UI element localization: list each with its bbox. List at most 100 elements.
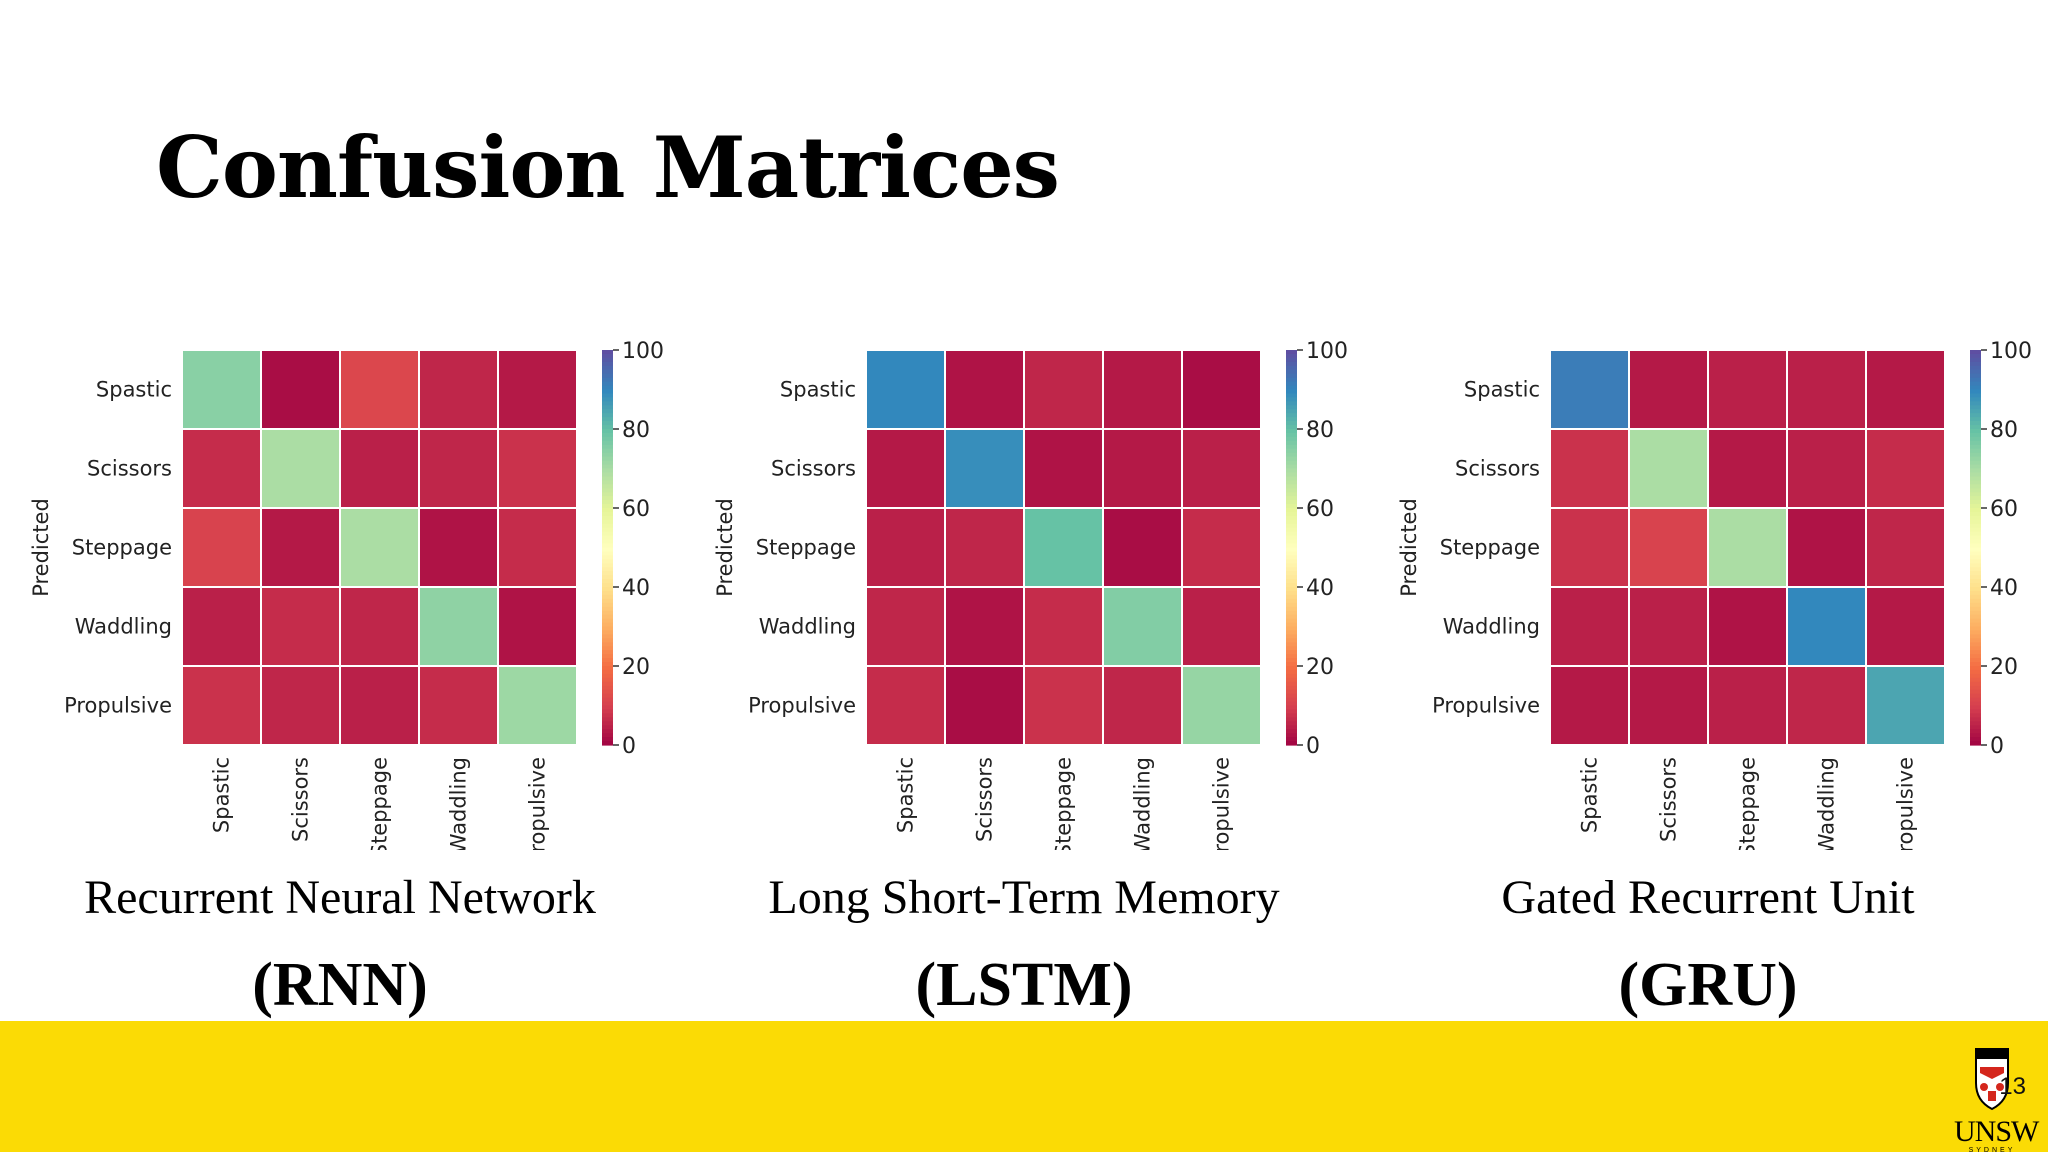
y-tick-label: Waddling <box>1443 615 1540 639</box>
colorbar-slice <box>602 681 613 687</box>
colorbar-slice <box>1970 527 1981 533</box>
colorbar-slice <box>1286 413 1297 418</box>
colorbar-slice <box>602 504 613 509</box>
model-name-caption: Gated Recurrent Unit <box>1501 871 1915 924</box>
y-tick-label: Scissors <box>87 457 172 481</box>
colorbar-slice <box>1286 409 1297 414</box>
colorbar-slice <box>602 405 613 410</box>
y-tick-label: Spastic <box>96 378 172 402</box>
colorbar-slice <box>602 444 613 450</box>
colorbar-slice <box>1970 642 1981 647</box>
colorbar-slice <box>1970 409 1981 414</box>
colorbar-slice <box>1286 350 1297 355</box>
heatmap-cell <box>1549 586 1630 667</box>
colorbar-slice <box>1970 737 1981 742</box>
colorbar-slice <box>602 421 613 426</box>
colorbar-slice <box>1970 618 1981 624</box>
heatmap-cell <box>944 665 1025 746</box>
heatmap-cell <box>944 349 1025 430</box>
heatmap-cell <box>1181 586 1262 667</box>
colorbar-tick-label: 100 <box>622 339 664 364</box>
colorbar-tick-label: 80 <box>1990 418 2018 443</box>
y-axis-label: Predicted <box>29 498 53 597</box>
colorbar-slice <box>1286 511 1297 517</box>
colorbar-slice <box>602 432 613 438</box>
colorbar-slice <box>1286 701 1297 707</box>
colorbar-slice <box>1970 480 1981 485</box>
colorbar-slice <box>1970 496 1981 501</box>
colorbar-slice <box>1286 353 1297 359</box>
colorbar-slice <box>602 590 613 596</box>
colorbar-slice <box>602 496 613 501</box>
colorbar-slice <box>1970 697 1981 703</box>
colorbar-slice <box>1286 488 1297 493</box>
heatmap-cell <box>865 586 946 667</box>
x-tick-label: Spastic <box>894 757 918 833</box>
colorbar-slice <box>602 701 613 707</box>
colorbar-slice <box>1286 480 1297 485</box>
colorbar-slice <box>1970 693 1981 699</box>
colorbar-slice <box>1286 405 1297 410</box>
colorbar-tick-label: 80 <box>622 418 650 443</box>
x-tick-label: Steppage <box>1052 757 1076 850</box>
heatmap-cell <box>260 507 341 588</box>
colorbar-slice <box>602 630 613 635</box>
colorbar-slice <box>1970 729 1981 734</box>
colorbar-slice <box>1286 444 1297 450</box>
heatmap-cell <box>1023 349 1104 430</box>
colorbar-slice <box>602 417 613 422</box>
colorbar-tick-label: 20 <box>622 655 650 680</box>
colorbar-slice <box>1286 425 1297 430</box>
y-tick-label: Scissors <box>771 457 856 481</box>
colorbar-slice <box>1286 373 1297 379</box>
x-tick-label: Scissors <box>973 757 997 842</box>
colorbar-slice <box>1970 468 1981 474</box>
colorbar-slice <box>602 634 613 639</box>
colorbar-slice <box>1970 401 1981 406</box>
colorbar-slice <box>602 353 613 359</box>
heatmap-cell <box>260 428 341 509</box>
colorbar-slice <box>602 705 613 711</box>
colorbar-slice <box>602 429 613 434</box>
colorbar-slice <box>1970 389 1981 395</box>
colorbar-slice <box>1970 689 1981 695</box>
heatmap-panel-lstm: Spastic Scissors Steppage Waddling Propulsiv… <box>684 330 1364 1019</box>
colorbar-slice <box>1286 472 1297 477</box>
colorbar-slice <box>602 618 613 624</box>
x-tick-label: Scissors <box>1657 757 1681 842</box>
colorbar-slice <box>602 551 613 556</box>
colorbar-slice <box>1286 579 1297 584</box>
colorbar-slice <box>602 531 613 537</box>
colorbar-slice <box>1970 626 1981 632</box>
colorbar-slice <box>1970 583 1981 588</box>
heatmap-chart-lstm: Spastic Scissors Steppage Waddling Propulsiv… <box>713 339 1348 850</box>
colorbar-slice <box>602 547 613 553</box>
colorbar-slice <box>602 456 613 462</box>
heatmap-cell <box>1181 507 1262 588</box>
y-tick-label: Waddling <box>759 615 856 639</box>
colorbar-slice <box>602 373 613 379</box>
y-tick-label: Propulsive <box>64 694 172 718</box>
colorbar-slice <box>1970 638 1981 643</box>
colorbar-slice <box>1286 587 1297 592</box>
colorbar-slice <box>1970 444 1981 450</box>
colorbar-slice <box>602 721 613 726</box>
colorbar-slice <box>602 350 613 355</box>
colorbar-slice <box>1970 630 1981 635</box>
heatmap-cell <box>339 665 420 746</box>
colorbar-slice <box>1970 658 1981 663</box>
colorbar-tick-label: 40 <box>1990 576 2018 601</box>
colorbar-slice <box>1970 417 1981 422</box>
y-axis-label: Predicted <box>1397 498 1421 597</box>
colorbar-slice <box>1286 602 1297 608</box>
colorbar-slice <box>602 654 613 659</box>
colorbar-slice <box>1286 575 1297 580</box>
heatmap-cell <box>1865 586 1946 667</box>
colorbar-slice <box>602 480 613 485</box>
footer-bar: UNSW SYDNEY 13 <box>0 1021 2048 1154</box>
colorbar-slice <box>1286 590 1297 596</box>
colorbar-slice <box>1286 693 1297 699</box>
heatmap-cell <box>1023 665 1104 746</box>
heatmap-cell <box>1707 665 1788 746</box>
colorbar-slice <box>602 452 613 458</box>
